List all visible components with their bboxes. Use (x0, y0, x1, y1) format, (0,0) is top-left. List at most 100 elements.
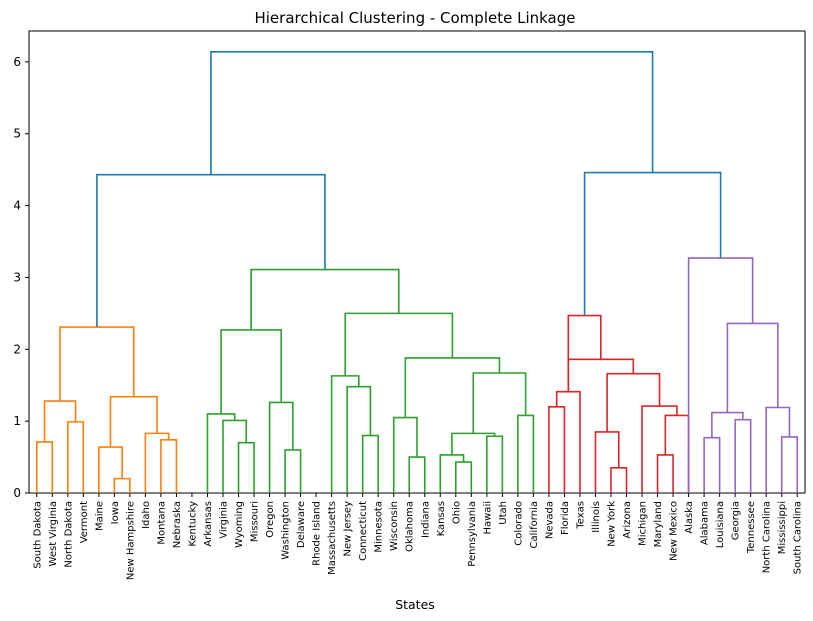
leaf-label: California (529, 501, 540, 549)
dendrogram-link (765, 406, 791, 493)
leaf-label: Utah (498, 501, 509, 525)
dendrogram-link (567, 358, 635, 392)
dendrogram-link (610, 467, 628, 493)
dendrogram-link (220, 329, 282, 414)
leaf-label: New Hampshire (125, 501, 136, 580)
dendrogram-link (726, 322, 779, 413)
leaf-label: Wisconsin (389, 501, 400, 551)
leaf-label: Oregon (265, 501, 276, 538)
leaf-label: Delaware (296, 501, 307, 548)
dendrogram-link (408, 456, 426, 493)
leaf-label: Virginia (219, 501, 230, 539)
leaf-label: New Mexico (669, 501, 680, 561)
leaf-label: Tennessee (746, 501, 757, 554)
dendrogram-link (555, 390, 581, 493)
leaf-label: Georgia (731, 501, 742, 540)
leaf-label: Nevada (544, 501, 555, 539)
dendrogram-link (344, 312, 454, 376)
y-tick-label: 6 (13, 55, 21, 69)
dendrogram-link (250, 268, 400, 330)
dendrogram-link (548, 405, 566, 493)
dendrogram-link (567, 314, 602, 392)
dendrogram-link (780, 436, 799, 493)
y-tick-label: 2 (13, 342, 21, 356)
leaf-label: Massachusetts (327, 501, 338, 575)
dendrogram-link (583, 171, 722, 316)
leaf-label: Washington (281, 501, 292, 560)
dendrogram-link (606, 372, 661, 432)
leaf-label: Indiana (420, 501, 431, 538)
leaf-label: New Jersey (343, 501, 354, 557)
y-tick-label: 0 (13, 486, 21, 500)
dendrogram-link (641, 405, 678, 493)
dendrogram-link (284, 449, 302, 493)
dendrogram-link (35, 441, 54, 493)
leaf-label: Illinois (591, 501, 602, 533)
dendrogram-link (392, 416, 418, 493)
leaf-label: Vermont (79, 501, 90, 543)
leaf-label: Montana (156, 501, 167, 545)
dendrogram-links (35, 51, 799, 493)
dendrogram-link (113, 477, 131, 493)
leaf-label: Iowa (110, 501, 121, 524)
dendrogram-link (451, 432, 496, 455)
dendrogram-link (734, 418, 752, 493)
leaf-label: Connecticut (358, 501, 369, 561)
leaf-label: Ohio (451, 501, 462, 524)
leaf-label: Kentucky (187, 501, 198, 547)
leaf-label: North Carolina (762, 501, 773, 573)
dendrogram-link (210, 51, 654, 175)
x-axis: South Dakota West Virginia North Dakota Ver… (32, 493, 804, 580)
leaf-label: Maine (94, 501, 105, 531)
dendrogram-link (439, 454, 465, 493)
dendrogram-link (455, 461, 473, 493)
leaf-label: West Virginia (48, 501, 59, 566)
y-tick-label: 1 (13, 414, 21, 428)
dendrogram-link (96, 173, 326, 328)
leaf-label: Michigan (638, 501, 649, 546)
leaf-label: Alabama (700, 501, 711, 545)
leaf-label: Louisiana (715, 501, 726, 548)
leaf-label: Missouri (250, 501, 261, 542)
dendrogram-link (711, 411, 744, 438)
leaf-label: Wyoming (234, 501, 245, 548)
dendrogram-link (346, 385, 372, 493)
y-tick-label: 5 (13, 127, 21, 141)
dendrogram-link (160, 439, 178, 493)
x-axis-label: States (395, 597, 435, 612)
leaf-label: Kansas (436, 501, 447, 536)
leaf-label: Hawaii (482, 501, 493, 535)
leaf-label: Arizona (622, 501, 633, 539)
dendrogram-link (67, 421, 85, 493)
dendrogram-link (268, 401, 294, 493)
dendrogram-link (59, 326, 135, 402)
chart-title: Hierarchical Clustering - Complete Linka… (254, 9, 575, 27)
dendrogram-link (330, 375, 360, 493)
dendrogram-link (361, 434, 379, 493)
leaf-label: Idaho (141, 501, 152, 529)
leaf-label: North Dakota (63, 501, 74, 568)
dendrogram-link (98, 446, 123, 493)
dendrogram-link (656, 454, 674, 493)
dendrogram-link (486, 435, 504, 493)
y-tick-label: 3 (13, 270, 21, 284)
dendrogram-link (109, 395, 158, 448)
dendrogram-link (144, 432, 170, 493)
dendrogram-link (703, 436, 721, 493)
leaf-label: Texas (575, 501, 586, 530)
leaf-label: Rhode Island (312, 501, 323, 566)
leaf-label: Colorado (513, 501, 524, 546)
y-axis: 0 1 2 3 4 5 6 (13, 55, 29, 500)
dendrogram-link (237, 441, 255, 493)
leaf-label: South Dakota (32, 501, 43, 569)
leaf-label: Mississippi (777, 501, 788, 554)
dendrogram-link (594, 431, 620, 493)
dendrogram-link (222, 419, 248, 493)
dendrogram-link (404, 357, 501, 418)
dendrogram-link (687, 257, 754, 493)
leaf-label: Oklahoma (405, 501, 416, 552)
leaf-label: Nebraska (172, 501, 183, 548)
leaf-label: Pennsylvania (467, 501, 478, 567)
leaf-label: New York (607, 501, 618, 547)
